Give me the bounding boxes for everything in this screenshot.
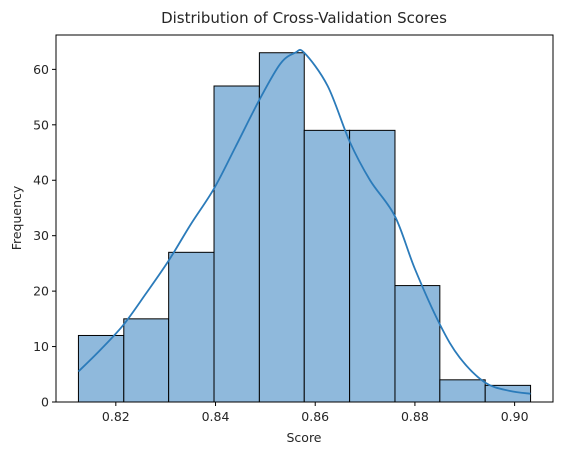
chart-title: Distribution of Cross-Validation Scores	[161, 9, 447, 27]
axes-frame	[55, 34, 554, 403]
x-tick-label: 0.82	[102, 409, 130, 424]
x-tick-label: 0.88	[401, 409, 429, 424]
y-tick-label: 30	[33, 228, 49, 243]
y-tick-label: 10	[33, 339, 49, 354]
y-tick-label: 20	[33, 284, 49, 299]
histogram-bar-1	[77, 334, 125, 403]
histogram-bar-9	[439, 379, 486, 403]
x-axis-label: Score	[286, 430, 321, 445]
y-tick-label: 60	[33, 62, 49, 77]
x-tick-label: 0.86	[301, 409, 329, 424]
histogram-bar-6	[303, 129, 351, 403]
y-axis-label: Frequency	[9, 185, 24, 250]
histogram-bar-8	[394, 285, 441, 403]
histogram-bar-4	[213, 85, 260, 403]
histogram-bars	[77, 52, 532, 403]
y-axis-ticks: 0 10 20 30 40 50 60	[33, 62, 56, 410]
kde-curve	[77, 48, 531, 395]
histogram-bar-5	[258, 52, 305, 403]
x-axis-ticks: 0.82 0.84 0.86 0.88 0.90	[102, 402, 529, 424]
y-tick-label: 50	[33, 117, 49, 132]
y-tick-label: 40	[33, 173, 49, 188]
histogram-bar-7	[349, 129, 396, 403]
histogram-bar-2	[123, 318, 170, 403]
x-tick-label: 0.90	[501, 409, 529, 424]
y-tick-label: 0	[41, 395, 49, 410]
kde-curve-layer	[77, 48, 531, 395]
plot-frame	[55, 34, 554, 403]
histogram-bar-3	[168, 251, 215, 403]
x-tick-label: 0.84	[202, 409, 230, 424]
